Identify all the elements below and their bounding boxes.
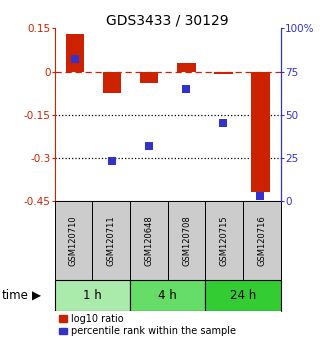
Bar xyxy=(55,201,92,280)
Text: GSM120716: GSM120716 xyxy=(257,215,266,266)
Bar xyxy=(92,201,130,280)
Text: 24 h: 24 h xyxy=(230,289,256,302)
Text: 4 h: 4 h xyxy=(158,289,177,302)
Bar xyxy=(130,280,205,311)
Text: GSM120648: GSM120648 xyxy=(144,215,153,266)
Point xyxy=(221,120,226,126)
Text: GSM120711: GSM120711 xyxy=(107,215,116,266)
Text: time: time xyxy=(2,289,29,302)
Bar xyxy=(205,201,243,280)
Bar xyxy=(140,72,159,83)
Bar xyxy=(177,63,195,72)
Title: GDS3433 / 30129: GDS3433 / 30129 xyxy=(106,13,229,27)
Text: 1 h: 1 h xyxy=(83,289,102,302)
Bar xyxy=(168,201,205,280)
Text: GSM120710: GSM120710 xyxy=(69,215,78,266)
Bar xyxy=(103,72,121,93)
Text: GSM120715: GSM120715 xyxy=(220,215,229,266)
Point xyxy=(184,86,189,92)
Bar xyxy=(55,280,130,311)
Bar xyxy=(66,34,84,72)
Bar xyxy=(130,201,168,280)
Point xyxy=(147,143,152,149)
Legend: log10 ratio, percentile rank within the sample: log10 ratio, percentile rank within the … xyxy=(59,314,236,336)
Bar xyxy=(251,72,270,193)
Point xyxy=(258,193,263,199)
Point xyxy=(109,159,115,164)
Bar xyxy=(205,280,281,311)
Text: GSM120708: GSM120708 xyxy=(182,215,191,266)
Bar xyxy=(243,201,281,280)
Text: ▶: ▶ xyxy=(32,289,41,302)
Point xyxy=(73,57,78,62)
Bar xyxy=(214,72,233,74)
